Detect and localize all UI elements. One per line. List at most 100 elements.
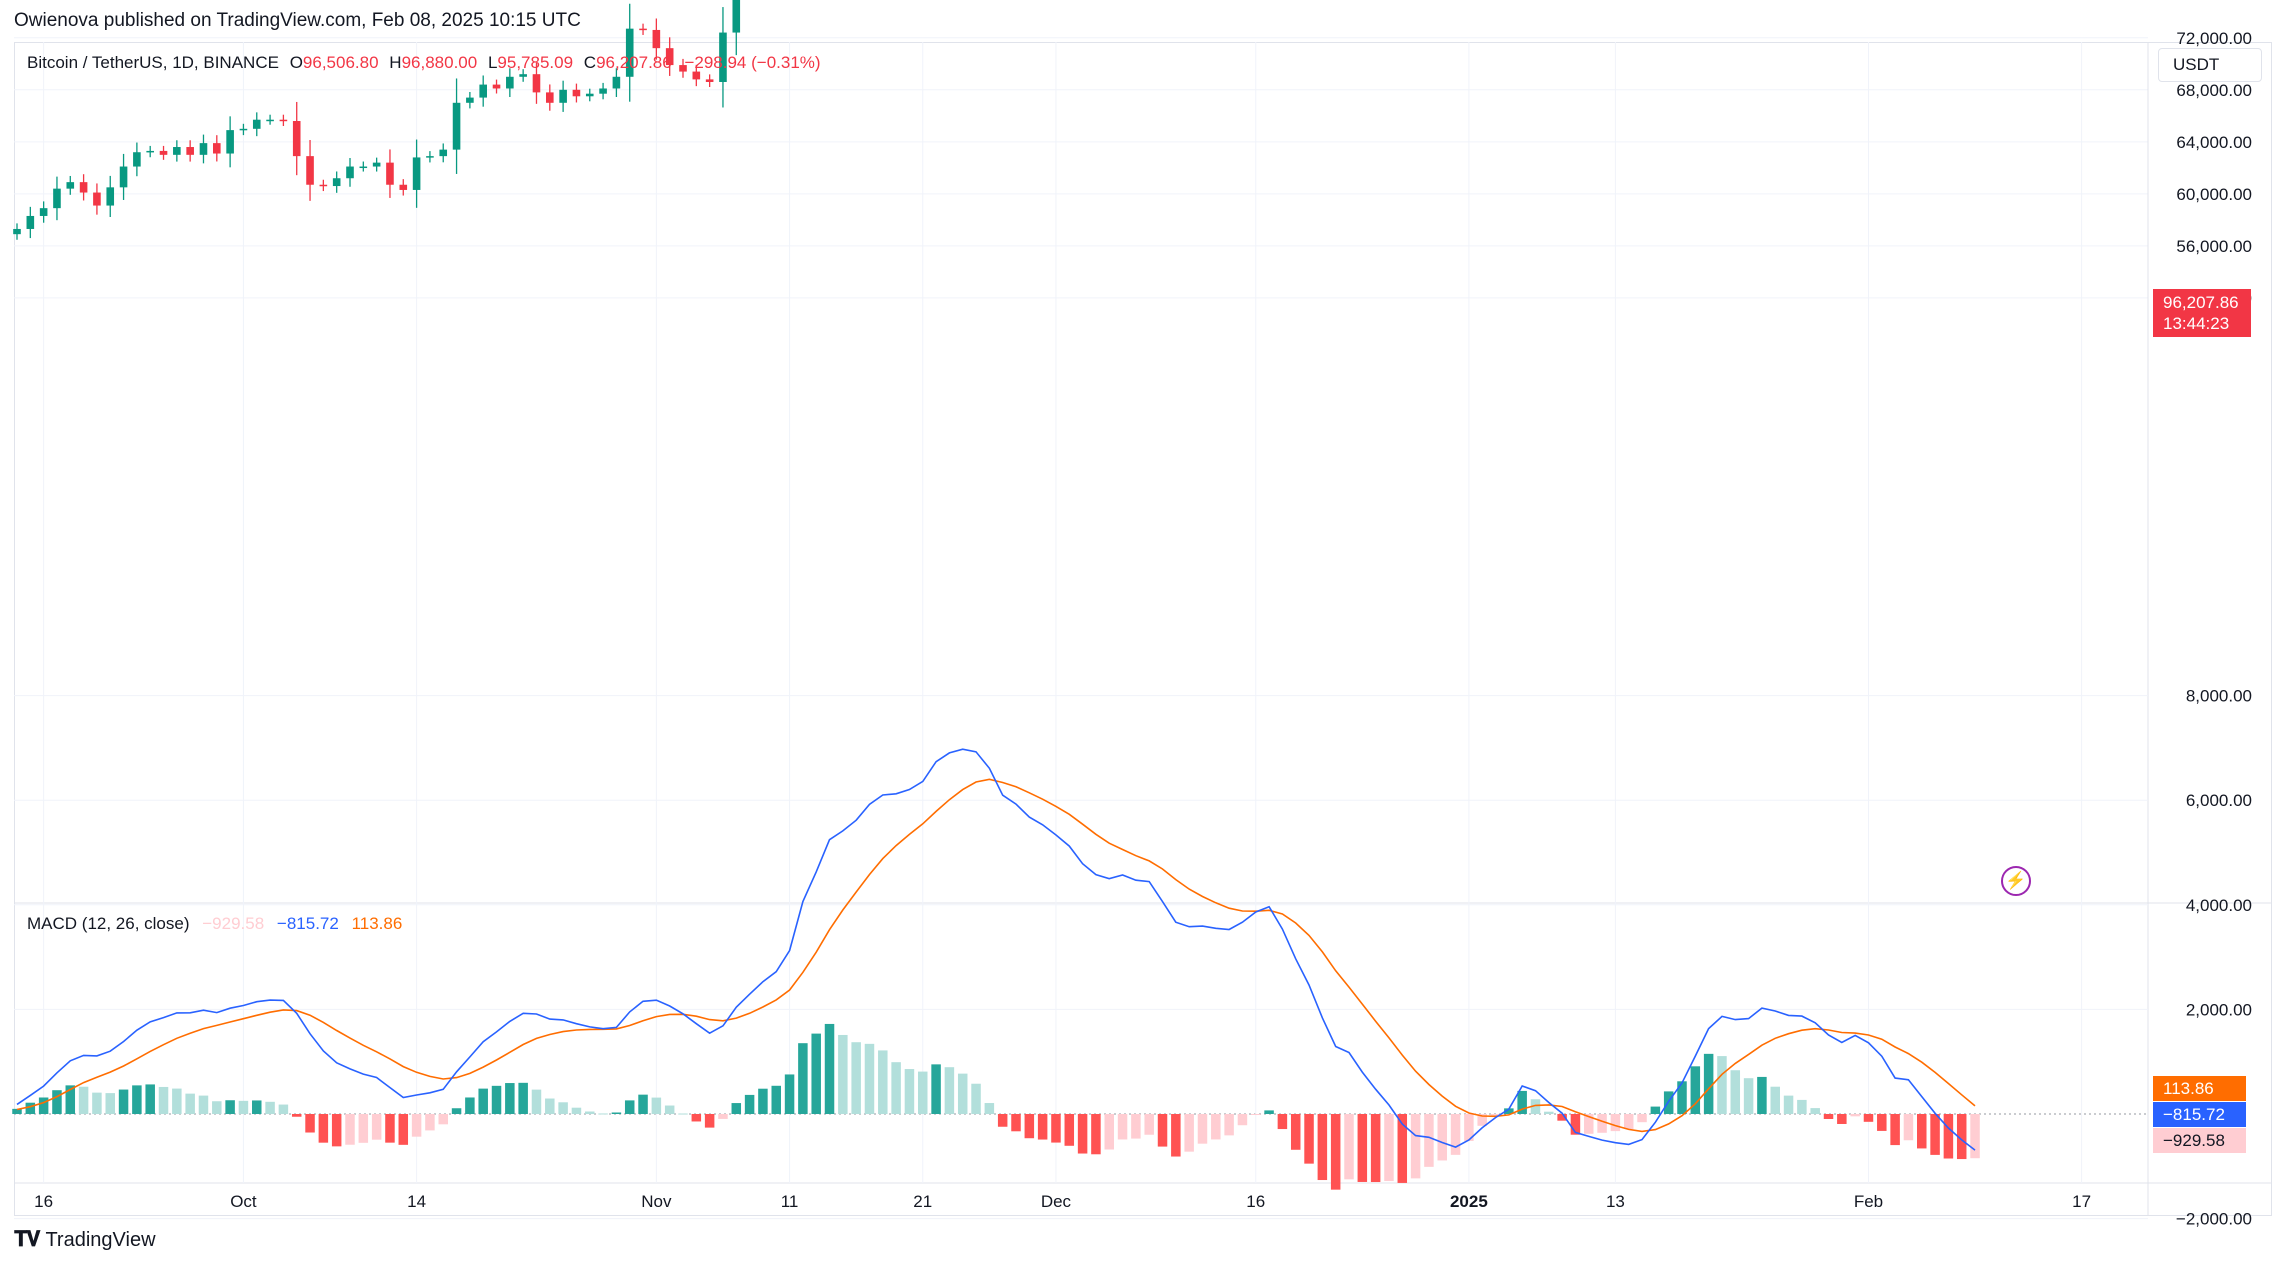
macd-histogram-bar [1117, 1114, 1128, 1140]
macd-histogram-bar [1131, 1114, 1141, 1139]
high-value: 96,880.00 [401, 53, 478, 72]
tradingview-brand[interactable]: 𝐓𝐕 TradingView [14, 1228, 156, 1252]
candle-body [585, 93, 594, 97]
macd-histogram-bar [624, 1100, 635, 1114]
macd-histogram-bar [838, 1034, 848, 1114]
macd-histogram-bar [1277, 1114, 1288, 1130]
macd-histogram-bar [1504, 1108, 1514, 1114]
candle-body [53, 188, 61, 209]
price-axis-label: 56,000.00 [2176, 237, 2252, 256]
macd-histogram-bar [971, 1083, 981, 1114]
bar-countdown: 13:44:23 [2163, 314, 2230, 333]
candle-body [239, 128, 248, 131]
macd-histogram-bar [638, 1094, 648, 1114]
macd-histogram-bar [824, 1023, 835, 1114]
macd-histogram-bar [198, 1095, 209, 1114]
macd-histogram-bar [1211, 1114, 1221, 1140]
macd-histogram-bar [984, 1103, 995, 1114]
candle-body [572, 89, 581, 97]
time-axis-label: 14 [407, 1192, 426, 1211]
candle-body [519, 74, 527, 77]
candle-body [679, 65, 687, 72]
candle-body [639, 28, 647, 31]
time-axis-label: 16 [1246, 1192, 1265, 1211]
macd-histogram-bar [1677, 1081, 1687, 1114]
macd-histogram-bar [1264, 1110, 1274, 1114]
macd-histogram-bar [451, 1108, 462, 1114]
currency-button[interactable]: USDT [2158, 48, 2262, 82]
time-axis-label: 2025 [1450, 1192, 1488, 1211]
candle-body [719, 32, 727, 82]
macd-histogram-bar [571, 1107, 582, 1114]
candle-body [306, 156, 314, 185]
candle-body [466, 97, 474, 103]
macd-histogram-bar [1410, 1114, 1421, 1179]
macd-histogram-bar [545, 1098, 555, 1114]
candle-body [546, 92, 554, 103]
macd-histogram-bar [291, 1114, 302, 1117]
macd-histogram-bar [278, 1104, 289, 1114]
candle-body [226, 130, 234, 154]
price-axis-label: 72,000.00 [2176, 29, 2252, 48]
open-label: O [289, 53, 303, 72]
macd-histogram-bar [798, 1043, 808, 1114]
macd-histogram-bar [1610, 1114, 1621, 1132]
signal-line [16, 778, 1976, 1133]
candle-body [665, 48, 674, 66]
candle-body [252, 119, 261, 129]
candle-body [412, 157, 421, 190]
time-axis-label: Nov [641, 1192, 672, 1211]
macd-line [16, 748, 1976, 1151]
macd-histogram-bar [957, 1073, 968, 1114]
lightning-icon[interactable]: ⚡ [2001, 866, 2031, 896]
macd-histogram-bar [265, 1101, 275, 1114]
macd-histogram-bar [1384, 1114, 1394, 1182]
last-price-value: 96,207.86 [2163, 293, 2239, 312]
candle-body [332, 178, 341, 187]
macd-histogram-bar [811, 1033, 821, 1114]
macd-histogram-bar [1450, 1114, 1461, 1155]
macd-histogram-bar [38, 1097, 49, 1114]
candle-body [66, 182, 75, 189]
macd-histogram-bar [731, 1103, 742, 1114]
signal-badge: 113.86 [2153, 1076, 2246, 1101]
macd-histogram-bar [1397, 1114, 1408, 1183]
macd-histogram-bar [1903, 1114, 1914, 1141]
macd-histogram-bar [864, 1043, 875, 1114]
candle-body [359, 166, 368, 169]
macd-histogram-bar [1637, 1114, 1647, 1123]
candle-body [26, 215, 35, 229]
macd-histogram-bar [1850, 1114, 1860, 1117]
macd-signal-value: 113.86 [351, 914, 403, 933]
candle-body [13, 228, 21, 235]
macd-histogram-bar [1730, 1070, 1741, 1114]
low-value: 95,785.09 [497, 53, 574, 72]
time-axis-label: Dec [1041, 1192, 1072, 1211]
candle-body [612, 76, 621, 89]
time-axis-label: 13 [1606, 1192, 1625, 1211]
time-axis-label: 17 [2072, 1192, 2091, 1211]
macd-histogram-bar [718, 1114, 728, 1119]
open-value: 96,506.80 [302, 53, 379, 72]
macd-axis-label: 2,000.00 [2186, 1000, 2252, 1019]
candle-body [186, 147, 194, 155]
chart-frame [14, 42, 2272, 1216]
macd-axis-label: −2,000.00 [2176, 1210, 2252, 1229]
macd-histogram-bar [558, 1102, 568, 1114]
candle-body [106, 187, 115, 206]
macd-histogram-bar [931, 1064, 941, 1114]
macd-histogram-bar [1837, 1114, 1847, 1124]
macd-histogram-bar [212, 1101, 222, 1114]
macd-histogram-bar [1317, 1114, 1328, 1181]
macd-histogram-bar [518, 1082, 528, 1114]
macd-histogram-bar [1557, 1114, 1567, 1121]
macd-histogram-bar [691, 1114, 702, 1122]
macd-histogram-bar [1304, 1114, 1314, 1164]
macd-histogram-bar [1823, 1114, 1834, 1119]
candle-body [146, 150, 154, 153]
macd-histogram-bar [1011, 1114, 1021, 1132]
price-axis-label: 64,000.00 [2176, 133, 2252, 152]
macd-histogram-bar [172, 1088, 182, 1114]
macd-histogram-bar [1757, 1076, 1767, 1114]
